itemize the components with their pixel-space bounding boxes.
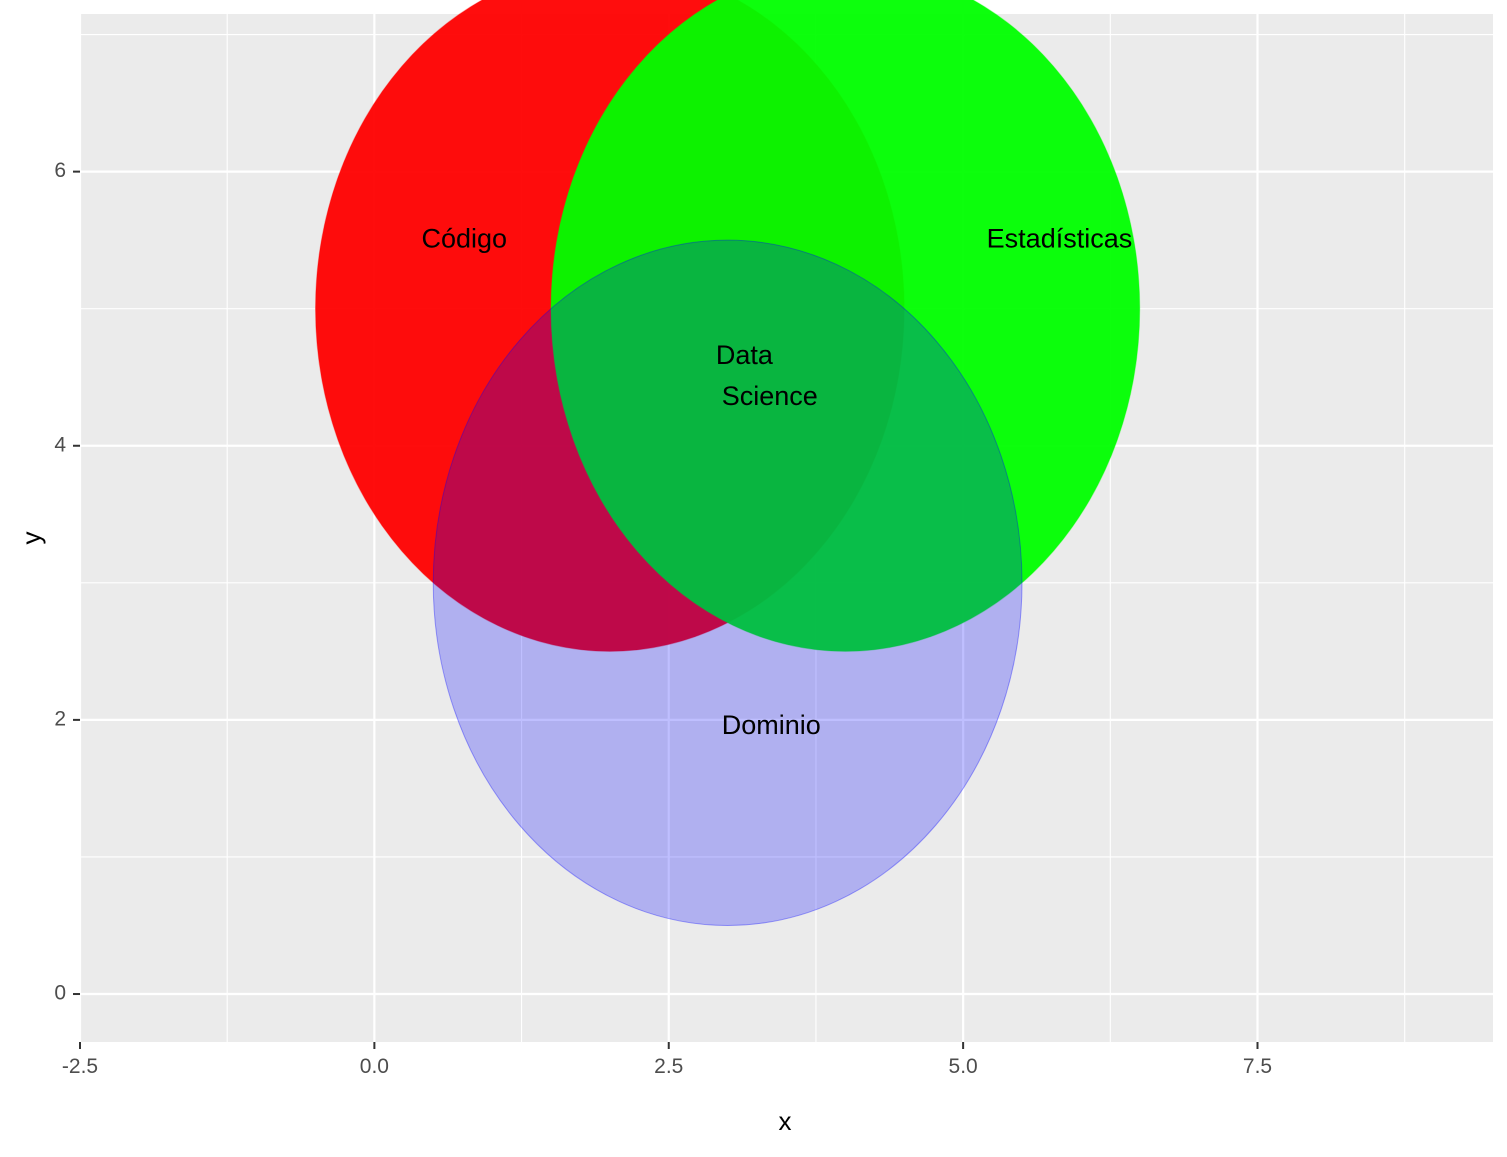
y-tick-label: 0: [54, 982, 66, 1005]
venn-label-3: Data: [716, 340, 774, 370]
y-tick-label: 4: [54, 433, 66, 456]
y-axis: 0 2 4 6: [54, 159, 80, 1005]
venn-label-2: Estadísticas: [987, 223, 1133, 253]
venn-label-5: Dominio: [722, 710, 821, 740]
y-tick-label: 6: [54, 159, 66, 182]
x-tick-label: 2.5: [654, 1055, 683, 1078]
x-tick-label: -2.5: [62, 1055, 98, 1078]
x-tick-label: 0.0: [360, 1055, 389, 1078]
venn-label-4: Science: [722, 381, 818, 411]
x-axis-title: x: [779, 1106, 792, 1136]
venn-circles: [315, 0, 1141, 926]
x-tick-label: 7.5: [1243, 1055, 1272, 1078]
venn-circle-3: [432, 239, 1023, 926]
venn-circle-2: [550, 0, 1141, 652]
venn-labels: Código Estadísticas Data Science Dominio: [421, 223, 1132, 740]
x-axis: -2.5 0.0 2.5 5.0 7.5: [62, 1042, 1272, 1078]
venn-label-1: Código: [421, 223, 507, 253]
x-tick-label: 5.0: [949, 1055, 978, 1078]
y-axis-title: y: [16, 532, 46, 545]
y-tick-label: 2: [54, 707, 66, 730]
